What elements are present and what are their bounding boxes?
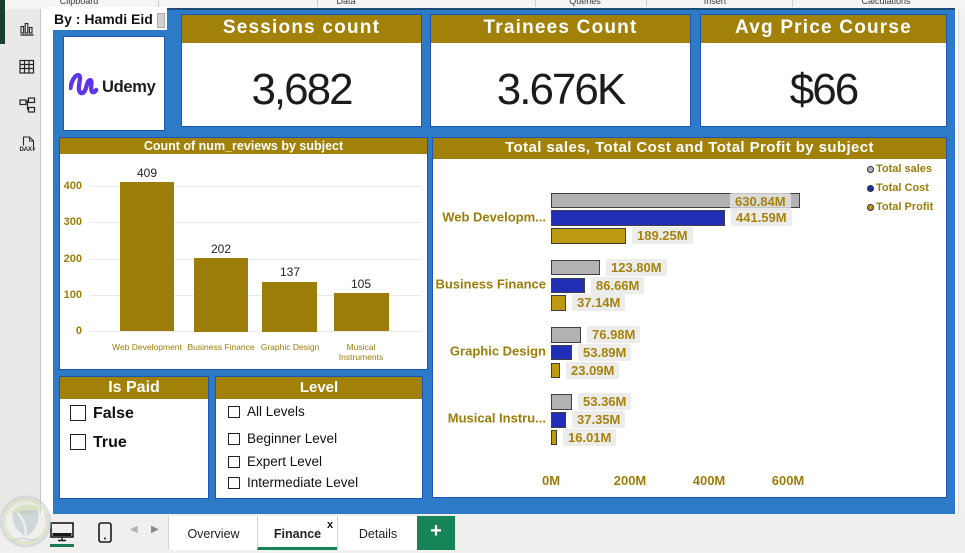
svg-text:Udemy: Udemy	[102, 78, 157, 96]
svg-text:DAX: DAX	[20, 146, 33, 153]
